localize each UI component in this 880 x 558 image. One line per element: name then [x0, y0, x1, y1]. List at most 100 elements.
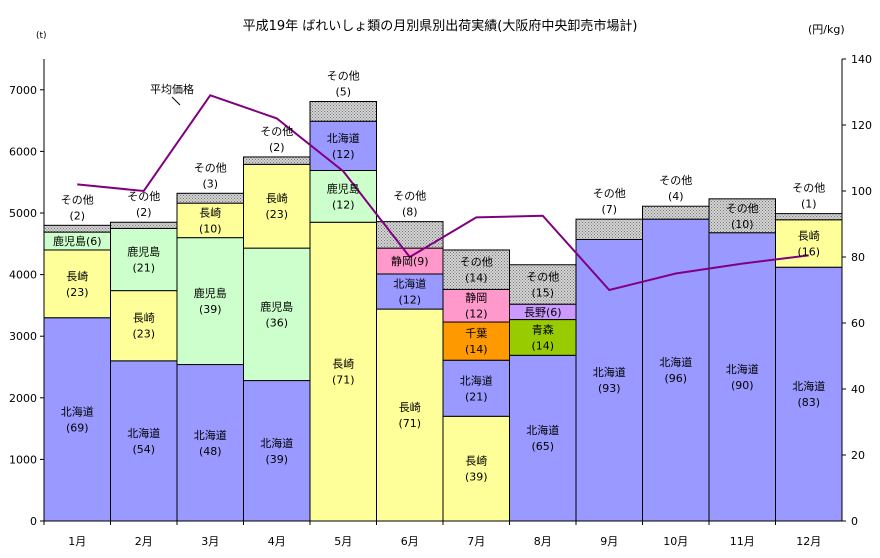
segment-label: 北海道 [593, 365, 626, 379]
segment-label: その他 [726, 202, 759, 215]
x-tick-label: 2月 [135, 535, 153, 548]
line-series-label: 平均価格 [150, 82, 194, 96]
segment-label: 長崎 [332, 357, 354, 371]
segment-label: (90) [731, 379, 754, 392]
segment-label: 北海道 [659, 355, 692, 369]
segment-label: 長崎 [465, 454, 487, 468]
segment-label: 北海道 [792, 379, 825, 393]
right-tick-label: 140 [851, 53, 872, 66]
bar-segment [642, 205, 710, 220]
left-tick-label: 1000 [9, 453, 37, 466]
left-axis-unit: (t) [36, 31, 47, 41]
x-tick-label: 1月 [68, 535, 86, 548]
segment-label: 鹿児島 [194, 286, 227, 300]
right-tick-label: 120 [851, 119, 872, 132]
segment-label: (12) [332, 148, 355, 161]
price-line [77, 94, 809, 292]
bar-segment [176, 202, 244, 239]
segment-label: その他 [327, 70, 360, 83]
segment-label: (71) [332, 374, 355, 387]
segment-label: (39) [265, 453, 288, 466]
bar-segment [110, 360, 178, 522]
bar-segment [110, 290, 178, 362]
segment-label: 北海道 [726, 362, 759, 376]
segment-label: (14) [465, 343, 488, 356]
segment-label: (5) [335, 86, 351, 99]
segment-label: (3) [202, 177, 218, 190]
bar-segment [176, 364, 244, 522]
bar-segment [43, 224, 111, 233]
segment-label: 北海道 [526, 423, 559, 437]
segment-label: (15) [531, 286, 554, 299]
bar-segment [243, 163, 311, 249]
segment-label: (48) [199, 445, 222, 458]
segment-label: (10) [731, 218, 754, 231]
segment-label: 北海道 [460, 373, 493, 387]
segment-label: その他 [659, 174, 692, 187]
segment-label: 鹿児島(6) [53, 234, 102, 248]
segment-label: (2) [69, 209, 85, 222]
segment-label: 長野(6) [524, 306, 562, 319]
bar-segment [642, 218, 710, 522]
x-tick-label: 9月 [600, 535, 618, 548]
bar-segment [708, 232, 776, 522]
bar-segment [442, 415, 510, 522]
segment-label: 静岡(9) [391, 254, 429, 268]
segment-label: (23) [66, 286, 89, 299]
segment-label: (54) [132, 443, 155, 456]
bar-segment [176, 237, 244, 366]
segment-label: (65) [531, 440, 554, 453]
segment-label: (39) [465, 471, 488, 484]
segment-label: 千葉 [465, 326, 487, 340]
left-tick-label: 4000 [9, 269, 37, 282]
bar-segment [309, 120, 377, 171]
segment-label: (36) [265, 316, 288, 329]
bar-segment [43, 317, 111, 522]
segment-label: その他 [127, 190, 160, 203]
segment-label: 長崎 [399, 400, 421, 414]
segment-label: その他 [194, 161, 227, 174]
segment-label: (2) [136, 206, 152, 219]
bar-segment [442, 321, 510, 361]
segment-label: (10) [199, 222, 222, 235]
left-tick-label: 5000 [9, 207, 37, 220]
axes: 0 1000 2000 3000 4000 5000 6000 7000 0 20 40 60 80 10… [9, 53, 872, 548]
bar-segment [442, 288, 510, 323]
segment-label: 北海道 [127, 426, 160, 440]
right-tick-label: 100 [851, 185, 872, 198]
right-tick-label: 40 [851, 383, 865, 396]
segment-label: その他 [260, 125, 293, 138]
segment-label: (14) [531, 339, 554, 352]
segment-label: (69) [66, 421, 89, 434]
segment-label: その他 [61, 193, 94, 206]
segment-label: (71) [398, 417, 421, 430]
segment-label: 北海道 [260, 436, 293, 450]
bar-segment [442, 249, 510, 290]
segment-label: (14) [465, 272, 488, 285]
x-tick-label: 10月 [663, 535, 688, 548]
x-tick-label: 5月 [334, 535, 352, 548]
segment-label: (23) [132, 328, 155, 341]
segment-label: 青森 [532, 322, 554, 336]
chart-title: 平成19年 ばれいしょ類の月別県別出荷実績(大阪府中央卸売市場計) [243, 18, 638, 34]
segment-label: その他 [460, 256, 493, 269]
x-tick-label: 11月 [730, 535, 755, 548]
segment-label: その他 [792, 182, 825, 195]
segment-label: (12) [465, 308, 488, 321]
segment-label: その他 [393, 190, 426, 203]
bar-segment [309, 221, 377, 522]
bar-segment [309, 101, 377, 122]
x-tick-label: 12月 [796, 535, 821, 548]
segment-label: (83) [797, 396, 820, 409]
segment-label: (1) [801, 198, 817, 211]
segment-label: (2) [269, 141, 285, 154]
segment-label: (21) [132, 262, 155, 275]
segment-label: (16) [797, 245, 820, 258]
line-label-leader [171, 96, 181, 106]
segment-label: (39) [199, 303, 222, 316]
right-tick-label: 60 [851, 317, 865, 330]
bar-segment [775, 219, 843, 268]
bar-segment [243, 380, 311, 522]
